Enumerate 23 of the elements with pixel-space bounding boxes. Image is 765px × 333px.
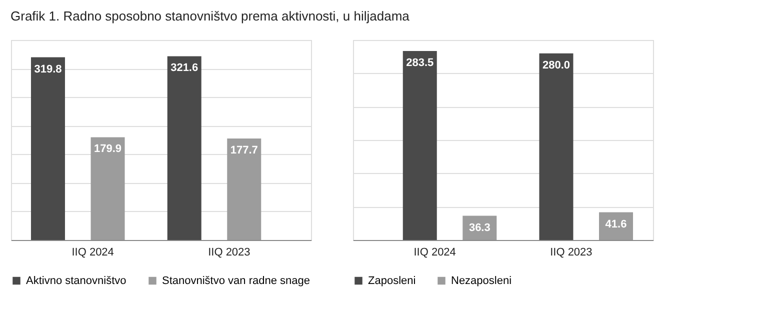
x-tick-label: IIQ 2023 [208, 246, 250, 258]
legend-label: Nezaposleni [451, 274, 512, 287]
bar [167, 56, 202, 240]
data-label: 36.3 [468, 222, 490, 234]
legend-label: Aktivno stanovništvo [26, 274, 126, 287]
x-tick-label: IIQ 2024 [72, 246, 114, 258]
data-label: 283.5 [406, 57, 434, 69]
x-tick-label: IIQ 2023 [550, 246, 592, 258]
legend-label: Zaposleni [368, 274, 416, 287]
bar [90, 137, 125, 240]
data-label: 321.6 [170, 62, 198, 74]
x-tick-label: IIQ 2024 [414, 246, 456, 258]
bar [402, 51, 437, 240]
bar [227, 138, 262, 240]
data-label: 41.6 [605, 218, 627, 230]
data-label: 179.9 [94, 143, 122, 156]
data-label: 319.8 [34, 63, 62, 76]
bar [539, 53, 574, 240]
bar [30, 57, 65, 240]
data-label: 280.0 [542, 59, 570, 72]
chart-title: Grafik 1. Radno sposobno stanovništvo prema aktivnosti, u hiljadama [10, 8, 410, 24]
legend-label: Stanovništvo van radne snage [162, 274, 310, 287]
data-label: 177.7 [230, 144, 258, 156]
